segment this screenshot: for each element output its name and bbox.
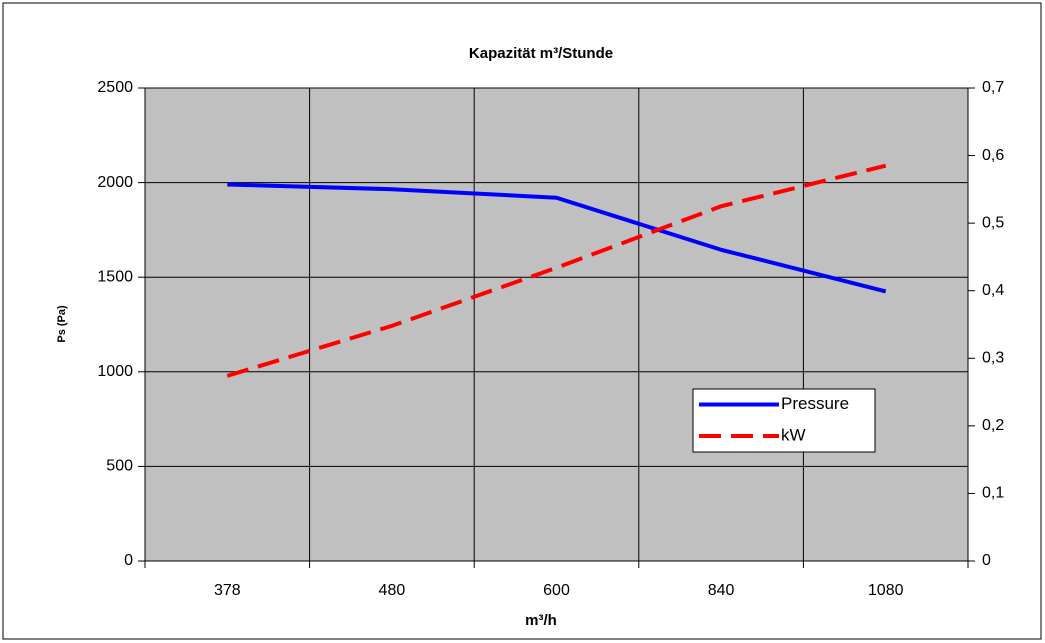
y2-tick-label: 0,2 [982, 417, 1004, 434]
legend-label: kW [781, 425, 806, 444]
y-tick-label: 1000 [97, 363, 133, 380]
y2-tick-label: 0,4 [982, 282, 1004, 299]
x-tick-label: 840 [708, 582, 735, 599]
legend-box [692, 388, 876, 453]
x-tick-label: 480 [379, 582, 406, 599]
x-axis-title: m³/h [525, 612, 557, 629]
y-tick-label: 500 [106, 458, 133, 475]
x-tick-label: 600 [543, 582, 570, 599]
y-tick-label: 1500 [97, 268, 133, 285]
x-tick-label: 1080 [868, 582, 904, 599]
series-line [227, 182, 887, 294]
y2-tick-label: 0,5 [982, 214, 1004, 231]
x-tick-label: 378 [214, 582, 241, 599]
legend-label: Pressure [781, 394, 849, 413]
y-tick-label: 2000 [97, 174, 133, 191]
plot-area [145, 88, 968, 561]
y2-tick-label: 0 [982, 552, 991, 569]
y-axis-title: Ps (Pa) [56, 305, 68, 343]
y2-tick-label: 0,7 [982, 79, 1004, 96]
series-line [226, 163, 887, 378]
y-tick-label: 2500 [97, 79, 133, 96]
y2-tick-label: 0,1 [982, 485, 1004, 502]
chart-title: Kapazität m³/Stunde [469, 45, 613, 62]
y2-tick-label: 0,6 [982, 147, 1004, 164]
y2-tick-label: 0,3 [982, 350, 1004, 367]
y-tick-label: 0 [124, 552, 133, 569]
